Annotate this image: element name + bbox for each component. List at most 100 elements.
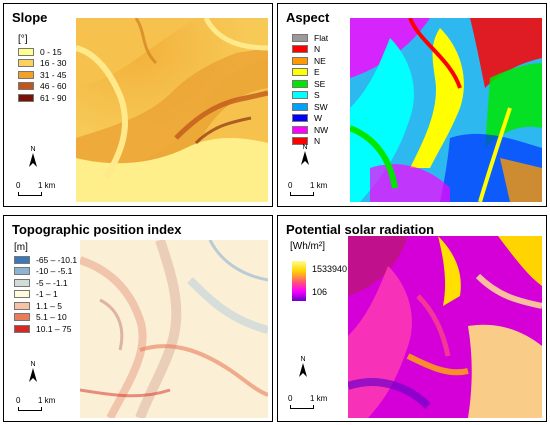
solar-gradient-min: 106	[312, 287, 328, 297]
legend-swatch	[292, 79, 308, 88]
legend-item: 1.1 – 5	[14, 300, 77, 312]
north-arrow-icon	[299, 363, 307, 377]
legend-label: W	[314, 113, 323, 124]
legend-item: E	[292, 67, 328, 79]
legend-label: 46 - 60	[40, 81, 67, 92]
legend-label: 1.1 – 5	[36, 300, 62, 311]
north-arrow: N	[296, 356, 310, 379]
legend-swatch	[292, 137, 308, 146]
north-arrow: N	[26, 146, 40, 169]
scale-line	[18, 407, 42, 411]
scale-label: 1 km	[310, 181, 328, 190]
legend-label: Flat	[314, 32, 329, 43]
legend-swatch	[18, 59, 34, 68]
legend-swatch	[18, 47, 34, 56]
north-arrow: N	[298, 144, 312, 167]
legend-item: Flat	[292, 32, 328, 44]
scale-line	[290, 405, 314, 409]
solar-title: Potential solar radiation	[286, 222, 435, 237]
legend-label: 10.1 – 75	[36, 323, 72, 334]
legend-label: 61 - 90	[40, 92, 67, 103]
legend-swatch	[292, 56, 308, 65]
legend-swatch	[18, 70, 34, 79]
legend-label: -1 – 1	[36, 289, 58, 300]
scale-line	[18, 192, 42, 196]
slope-panel: Slope [°] 0 - 15 16 - 30 31 - 45 46 - 60…	[3, 3, 273, 207]
scale-label: 1 km	[310, 394, 328, 403]
north-arrow-icon	[29, 368, 37, 382]
solar-map	[348, 236, 542, 418]
aspect-map	[350, 18, 542, 202]
legend-item: N	[292, 44, 328, 56]
north-arrow-icon	[301, 151, 309, 165]
north-label: N	[30, 146, 36, 153]
aspect-legend: Flat N NE E SE S SW W NW N	[292, 32, 328, 147]
legend-label: 16 - 30	[40, 58, 67, 69]
legend-label: SE	[314, 78, 326, 89]
solar-gradient-max: 1533940	[312, 264, 348, 274]
legend-label: NE	[314, 55, 326, 66]
legend-item: N	[292, 136, 328, 148]
legend-label: 5.1 – 10	[36, 312, 67, 323]
legend-label: N	[314, 136, 321, 147]
legend-item: -1 – 1	[14, 289, 77, 301]
slope-unit: [°]	[18, 34, 28, 45]
scale-zero: 0	[16, 396, 21, 405]
solar-unit: [Wh/m²]	[290, 241, 325, 252]
legend-swatch	[18, 82, 34, 91]
aspect-panel: Aspect Flat N NE E SE S SW W NW N N 0 1 …	[277, 3, 547, 207]
slope-title: Slope	[12, 10, 48, 25]
legend-item: -5 – -1.1	[14, 277, 77, 289]
scale-zero: 0	[288, 181, 293, 190]
legend-label: 0 - 15	[40, 46, 62, 57]
legend-swatch	[14, 290, 30, 299]
legend-item: SE	[292, 78, 328, 90]
legend-label: S	[314, 90, 320, 101]
legend-label: -65 – -10.1	[36, 254, 78, 265]
legend-item: 16 - 30	[18, 58, 66, 70]
legend-swatch	[14, 267, 30, 276]
legend-item: NW	[292, 124, 328, 136]
legend-swatch	[292, 125, 308, 134]
north-arrow-icon	[29, 153, 37, 167]
legend-swatch	[14, 324, 30, 333]
legend-item: -10 – -5.1	[14, 266, 77, 278]
legend-label: 31 - 45	[40, 69, 67, 80]
legend-item: 31 - 45	[18, 69, 66, 81]
slope-map	[76, 18, 268, 202]
north-label: N	[302, 144, 308, 151]
legend-swatch	[14, 301, 30, 310]
legend-label: N	[314, 44, 321, 55]
north-label: N	[30, 361, 36, 368]
legend-item: -65 – -10.1	[14, 254, 77, 266]
legend-swatch	[18, 93, 34, 102]
legend-swatch	[292, 33, 308, 42]
solar-gradient-bar	[292, 261, 306, 301]
scale-line	[290, 192, 314, 196]
legend-label: SW	[314, 101, 328, 112]
legend-label: E	[314, 67, 320, 78]
scale-label: 1 km	[38, 181, 56, 190]
legend-label: NW	[314, 124, 329, 135]
legend-label: -10 – -5.1	[36, 266, 73, 277]
legend-item: W	[292, 113, 328, 125]
aspect-title: Aspect	[286, 10, 330, 25]
legend-item: 5.1 – 10	[14, 312, 77, 324]
legend-swatch	[14, 255, 30, 264]
solar-panel: Potential solar radiation [Wh/m²] 153394…	[277, 215, 547, 422]
tpi-panel: Topographic position index [m] -65 – -10…	[3, 215, 273, 422]
legend-item: SW	[292, 101, 328, 113]
legend-item: 46 - 60	[18, 81, 66, 93]
legend-swatch	[292, 45, 308, 54]
scale-zero: 0	[16, 181, 21, 190]
legend-swatch	[292, 91, 308, 100]
legend-swatch	[292, 68, 308, 77]
legend-item: 0 - 15	[18, 46, 66, 58]
tpi-legend: -65 – -10.1 -10 – -5.1 -5 – -1.1 -1 – 1 …	[14, 254, 77, 335]
legend-swatch	[292, 102, 308, 111]
tpi-unit: [m]	[14, 242, 28, 253]
legend-item: S	[292, 90, 328, 102]
north-arrow: N	[26, 361, 40, 384]
legend-item: NE	[292, 55, 328, 67]
scale-label: 1 km	[38, 396, 56, 405]
